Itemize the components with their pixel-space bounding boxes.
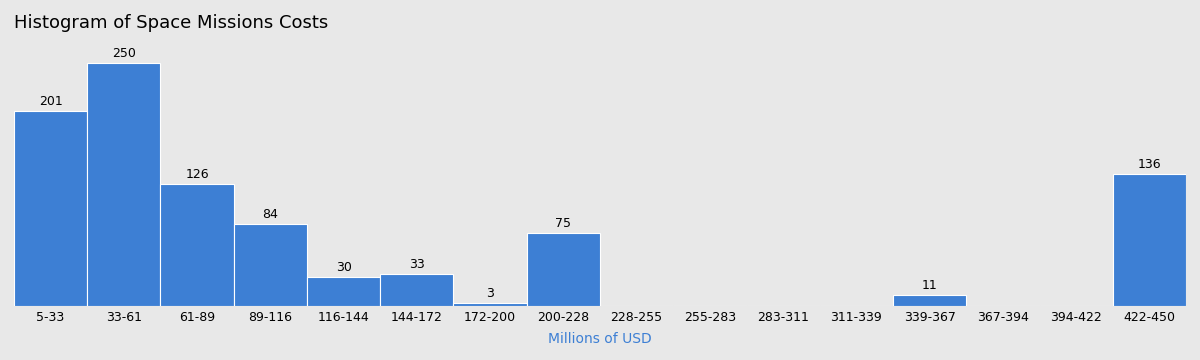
X-axis label: Millions of USD: Millions of USD (548, 332, 652, 346)
Text: 201: 201 (38, 95, 62, 108)
Bar (1112, 174, 1186, 306)
Bar (307, 277, 380, 306)
Text: 30: 30 (336, 261, 352, 274)
Bar (161, 184, 234, 306)
Bar (380, 274, 454, 306)
Text: 75: 75 (556, 217, 571, 230)
Bar (88, 63, 161, 306)
Bar (234, 224, 307, 306)
Text: Histogram of Space Missions Costs: Histogram of Space Missions Costs (14, 14, 328, 32)
Bar (14, 111, 88, 306)
Text: 3: 3 (486, 287, 494, 300)
Bar (527, 233, 600, 306)
Text: 126: 126 (185, 168, 209, 181)
Bar (454, 303, 527, 306)
Text: 11: 11 (922, 279, 937, 292)
Text: 84: 84 (263, 208, 278, 221)
Text: 250: 250 (112, 48, 136, 60)
Text: 136: 136 (1138, 158, 1162, 171)
Text: 33: 33 (409, 258, 425, 271)
Bar (893, 295, 966, 306)
